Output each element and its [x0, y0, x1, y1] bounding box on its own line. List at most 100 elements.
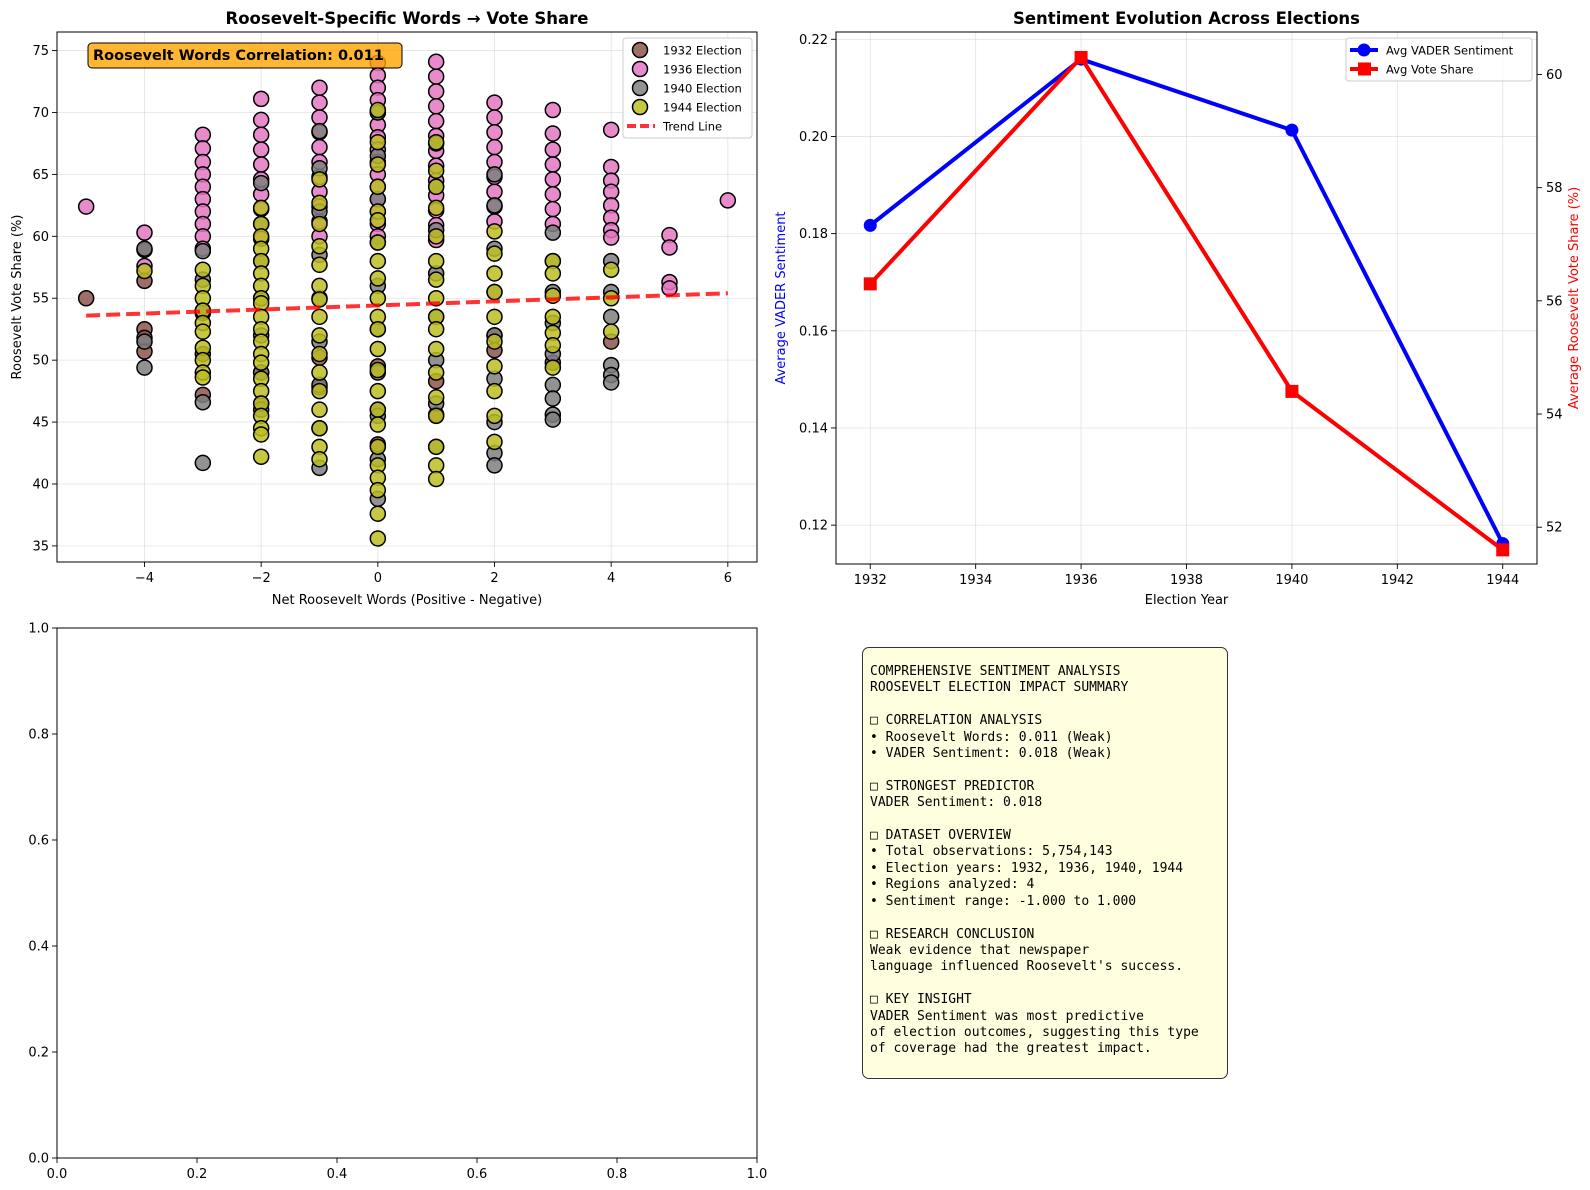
- y-tick-label: 40: [32, 477, 49, 492]
- y-tick-label: 0.12: [799, 519, 828, 534]
- series-1944-election: [136, 101, 620, 547]
- data-point: [486, 457, 503, 474]
- y-tick-label: 0.4: [28, 940, 49, 955]
- data-point: [311, 237, 328, 255]
- data-point: [311, 291, 328, 308]
- x-tick-label: 0: [374, 571, 382, 586]
- data-point: [369, 416, 387, 433]
- legend-marker: [1357, 43, 1371, 57]
- data-point: [602, 308, 620, 326]
- y-right-tick-label: 56: [1546, 294, 1563, 309]
- data-point: [427, 228, 445, 245]
- x-tick-label: 1938: [1170, 573, 1203, 588]
- data-point: [77, 289, 95, 307]
- data-point: [311, 420, 328, 437]
- data-point: [602, 323, 620, 340]
- data-point: [369, 382, 387, 400]
- data-point: [427, 252, 445, 270]
- data-point: [311, 450, 328, 468]
- legend-label: Avg VADER Sentiment: [1386, 44, 1514, 58]
- data-point: [544, 185, 562, 203]
- data-point: [427, 364, 445, 381]
- data-point: [252, 354, 270, 371]
- data-point: [544, 141, 562, 158]
- legend-marker: [631, 79, 649, 97]
- axes-frame: [56, 627, 758, 1159]
- legend-marker: [1358, 62, 1371, 76]
- data-point: [544, 337, 562, 354]
- data-point: [369, 340, 387, 358]
- data-point: [252, 426, 270, 443]
- y-right-tick-label: 58: [1546, 181, 1563, 196]
- data-point: [427, 83, 445, 100]
- data-point: [544, 200, 562, 218]
- data-point: [544, 171, 562, 188]
- data-point: [1285, 123, 1299, 137]
- data-point: [1074, 50, 1088, 64]
- y-right-tick-label: 52: [1546, 521, 1563, 536]
- empty-chart: 0.0 0.2 0.4 0.6 0.8 1.0 0.0 0.2 0.4 0.6 0.8 1.0: [28, 622, 767, 1183]
- y-tick-label: 70: [32, 106, 49, 121]
- y-axis-label: Roosevelt Vote Share (%): [10, 215, 25, 380]
- legend-box: [622, 37, 753, 139]
- data-point: [486, 358, 503, 375]
- data-point: [427, 470, 445, 488]
- data-point: [427, 407, 445, 425]
- chart-title: Roosevelt-Specific Words → Vote Share: [226, 9, 589, 28]
- x-tick-label: 1944: [1486, 573, 1519, 588]
- y-axis-label: Average VADER Sentiment: [774, 211, 789, 384]
- x-tick-label: 0.0: [47, 1167, 68, 1182]
- data-point: [194, 140, 212, 157]
- data-point: [427, 162, 445, 179]
- series-line: [868, 55, 1504, 552]
- y-tick-label: 65: [32, 168, 49, 183]
- data-point: [486, 308, 503, 326]
- data-point: [369, 530, 387, 547]
- data-point: [194, 242, 212, 260]
- data-point: [136, 333, 153, 350]
- data-point: [486, 433, 503, 451]
- y-tick-label: 0.2: [28, 1046, 49, 1061]
- data-point: [252, 90, 270, 108]
- data-point: [544, 308, 562, 326]
- series-line: [869, 57, 1505, 545]
- data-point: [369, 211, 387, 229]
- data-point: [544, 224, 562, 241]
- legend: 1932 Election 1936 Election 1940 Election 1…: [622, 37, 753, 139]
- data-point: [194, 454, 212, 472]
- data-point: [427, 320, 445, 338]
- data-point: [369, 320, 387, 338]
- data-point: [252, 448, 270, 465]
- series-1932-election: [77, 241, 620, 453]
- summary-box: COMPREHENSIVE SENTIMENT ANALYSIS ROOSEVE…: [862, 647, 1228, 1079]
- data-point: [486, 333, 503, 350]
- data-point: [311, 94, 328, 111]
- line-chart: 1932 1934 1936 1938 1940 1942 1944 0.12 0.14 0.16…: [774, 9, 1582, 608]
- data-point: [544, 125, 562, 142]
- trend-line: [86, 291, 728, 318]
- scatter-points: [77, 53, 737, 547]
- data-point: [602, 229, 620, 246]
- data-point: [252, 174, 270, 192]
- data-point: [486, 382, 503, 400]
- data-point: [602, 374, 620, 391]
- data-point: [427, 438, 445, 456]
- y-tick-label: 1.0: [28, 622, 49, 637]
- data-point: [369, 133, 387, 151]
- data-point: [194, 369, 212, 386]
- x-tick-label: 6: [724, 571, 732, 586]
- data-point: [369, 270, 387, 287]
- y-right-tick-label: 60: [1546, 68, 1563, 83]
- x-tick-label: 1934: [959, 573, 992, 588]
- data-point: [311, 364, 328, 381]
- data-point: [486, 223, 503, 240]
- data-point: [544, 101, 562, 119]
- legend-marker: [631, 60, 649, 78]
- data-point: [311, 79, 328, 96]
- data-point: [369, 252, 387, 270]
- data-point: [486, 109, 503, 126]
- x-tick-label: 1940: [1275, 573, 1308, 588]
- y-tick-label: 35: [32, 539, 49, 554]
- data-point: [863, 277, 877, 291]
- x-axis-label: Election Year: [1145, 593, 1229, 608]
